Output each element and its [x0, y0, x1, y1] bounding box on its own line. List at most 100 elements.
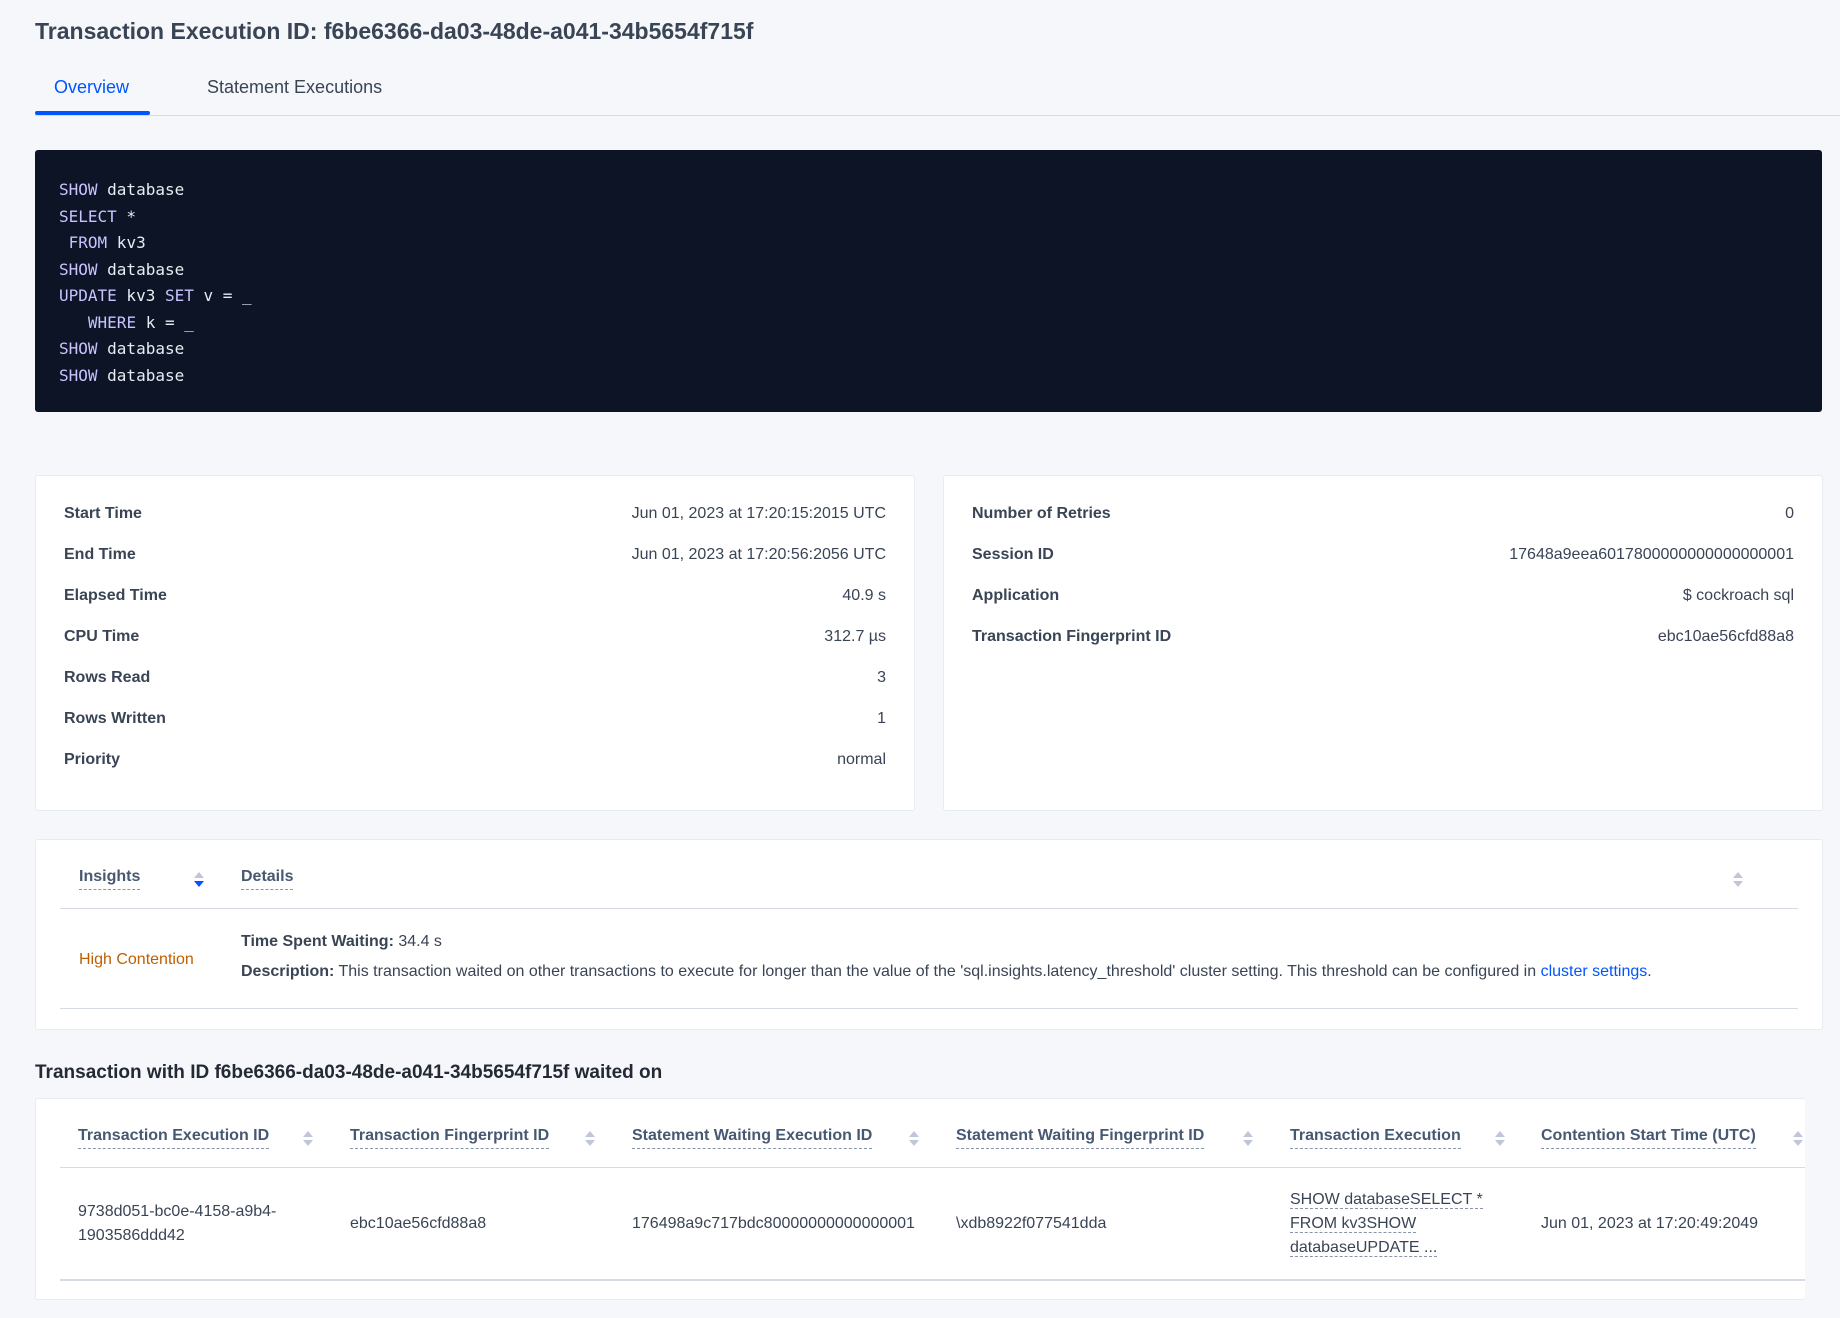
sql-keyword: SHOW	[59, 259, 98, 279]
summary-value: Jun 01, 2023 at 17:20:56:2056 UTC	[631, 546, 886, 563]
sql-keyword: WHERE	[87, 312, 137, 332]
sort-icon[interactable]	[1495, 1129, 1505, 1149]
summary-label: CPU Time	[64, 628, 140, 645]
waited-on-table: Transaction Execution ID Transaction Fin…	[35, 1098, 1805, 1300]
sort-icon[interactable]	[585, 1129, 595, 1149]
summary-row: Priority normal	[64, 748, 886, 772]
sql-keyword: SET	[164, 286, 194, 305]
tab-statement-executions[interactable]: Statement Executions	[207, 77, 383, 97]
sql-line: SHOW database	[59, 363, 1798, 390]
sql-text	[59, 233, 69, 252]
summary-row: Rows Read 3	[64, 666, 886, 690]
divider	[60, 1279, 1805, 1281]
contention-start-cell: Jun 01, 2023 at 17:20:49:2049	[1541, 1215, 1759, 1232]
column-header-txn-execution[interactable]: Transaction Execution	[1290, 1127, 1461, 1149]
time-value: 34.4 s	[393, 933, 442, 950]
column-header-contention-start[interactable]: Contention Start Time (UTC)	[1541, 1127, 1756, 1149]
summary-row: Rows Written 1	[64, 707, 886, 731]
column-header-stmt-exec-id[interactable]: Statement Waiting Execution ID	[632, 1127, 873, 1149]
sql-text: kv3	[116, 286, 165, 305]
sort-icon[interactable]	[1733, 870, 1743, 890]
sql-line: SHOW database	[59, 257, 1798, 284]
summary-value: 3	[877, 669, 886, 686]
sql-keyword: SHOW	[59, 180, 98, 199]
summary-label: Elapsed Time	[64, 587, 167, 604]
sql-line: SHOW database	[59, 336, 1798, 363]
insight-description: Description: This transaction waited on …	[241, 960, 1652, 984]
stmt-fp-id-cell: \xdb8922f077541dda	[956, 1215, 1107, 1232]
summary-row: Elapsed Time 40.9 s	[64, 584, 886, 608]
summary-row: CPU Time 312.7 µs	[64, 625, 886, 649]
summary-row: Session ID 17648a9eea60178000000000000000…	[972, 543, 1794, 567]
summary-label: Transaction Fingerprint ID	[972, 628, 1172, 645]
time-label: Time Spent Waiting:	[241, 933, 394, 950]
column-header-insights[interactable]: Insights	[79, 868, 141, 890]
column-header-details[interactable]: Details	[241, 868, 294, 890]
divider	[60, 1008, 1798, 1009]
summary-value: Jun 01, 2023 at 17:20:15:2015 UTC	[631, 505, 886, 522]
sort-icon[interactable]	[1793, 1129, 1803, 1149]
summary-label: Start Time	[64, 505, 142, 522]
sql-keyword: SHOW	[59, 365, 98, 385]
sql-line: WHERE k = _	[59, 310, 1798, 337]
active-tab-indicator	[35, 111, 150, 115]
sql-text: k = _	[136, 312, 194, 332]
summary-value: 312.7 µs	[824, 628, 886, 645]
fingerprint-link[interactable]: ebc10ae56cfd88a8	[1657, 628, 1794, 645]
divider	[60, 1167, 1805, 1168]
tab-overview[interactable]: Overview	[54, 77, 130, 97]
divider	[60, 908, 1798, 909]
cluster-settings-link[interactable]: cluster settings	[1540, 963, 1648, 980]
sql-keyword: SELECT	[59, 206, 117, 226]
txn-fp-id-cell[interactable]: ebc10ae56cfd88a8	[350, 1215, 487, 1232]
description-text: This transaction waited on other transac…	[334, 963, 1541, 980]
summary-row: Application $ cockroach sql	[972, 584, 1794, 608]
description-end: .	[1647, 963, 1652, 980]
sql-text: database	[97, 339, 185, 358]
description-label: Description:	[241, 963, 335, 980]
sort-icon[interactable]	[194, 870, 204, 890]
summary-row: End Time Jun 01, 2023 at 17:20:56:2056 UT…	[64, 543, 886, 567]
txn-execution-line: SHOW databaseSELECT *	[1290, 1191, 1483, 1209]
summary-card-left: Start Time Jun 01, 2023 at 17:20:15:2015 …	[35, 475, 915, 811]
txn-exec-id-cell[interactable]: 9738d051-bc0e-4158-a9b4-1903586ddd42	[78, 1203, 277, 1244]
txn-execution-cell[interactable]: SHOW databaseSELECT * FROM kv3SHOW datab…	[1290, 1188, 1483, 1260]
sql-line: SHOW database	[59, 177, 1798, 204]
sql-keyword: SHOW	[59, 339, 98, 358]
summary-value: 0	[1785, 505, 1794, 522]
stmt-exec-id-cell: 176498a9c717bdc80000000000000001	[632, 1215, 915, 1232]
column-header-txn-fp-id[interactable]: Transaction Fingerprint ID	[350, 1127, 550, 1149]
summary-label: Number of Retries	[972, 505, 1111, 522]
insight-type: High Contention	[79, 951, 194, 968]
summary-row: Start Time Jun 01, 2023 at 17:20:15:2015 …	[64, 502, 886, 526]
summary-label: Application	[972, 587, 1060, 604]
summary-value: $ cockroach sql	[1682, 587, 1794, 604]
sql-text: *	[116, 206, 137, 226]
sort-icon[interactable]	[1243, 1129, 1253, 1149]
summary-card-right: Number of Retries 0 Session ID 17648a9eea60…	[943, 475, 1823, 811]
column-header-stmt-fp-id[interactable]: Statement Waiting Fingerprint ID	[956, 1127, 1205, 1149]
sort-icon[interactable]	[909, 1129, 919, 1149]
summary-label: Rows Read	[64, 669, 151, 686]
sql-text: kv3	[107, 233, 146, 252]
sql-text: database	[97, 180, 185, 199]
summary-label: Rows Written	[64, 710, 166, 727]
column-header-txn-exec-id[interactable]: Transaction Execution ID	[78, 1127, 270, 1149]
summary-value: normal	[837, 751, 886, 768]
sql-text: v = _	[193, 286, 252, 305]
summary-label: End Time	[64, 546, 136, 563]
summary-value: 1	[877, 710, 886, 727]
txn-execution-line: databaseUPDATE ...	[1290, 1239, 1438, 1257]
sql-line: UPDATE kv3 SET v = _	[59, 283, 1798, 310]
sql-line: SELECT *	[59, 204, 1798, 231]
summary-row: Number of Retries 0	[972, 502, 1794, 526]
sort-icon[interactable]	[303, 1129, 313, 1149]
time-spent-waiting: Time Spent Waiting: 34.4 s	[241, 930, 442, 954]
summary-value: 17648a9eea6017800000000000000001	[1509, 546, 1794, 563]
sql-line: FROM kv3	[59, 230, 1798, 257]
summary-value: 40.9 s	[842, 587, 886, 604]
txn-execution-line: FROM kv3SHOW	[1290, 1215, 1417, 1233]
sql-keyword: UPDATE	[59, 286, 117, 305]
waited-on-heading: Transaction with ID f6be6366-da03-48de-a…	[35, 1062, 663, 1083]
sql-text: database	[97, 259, 185, 279]
